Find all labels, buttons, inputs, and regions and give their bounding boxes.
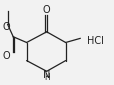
Text: O: O bbox=[2, 22, 10, 32]
Text: O: O bbox=[43, 5, 50, 15]
Text: N: N bbox=[43, 70, 50, 80]
Text: HCl: HCl bbox=[86, 36, 103, 46]
Text: H: H bbox=[43, 73, 49, 82]
Text: O: O bbox=[2, 51, 10, 61]
